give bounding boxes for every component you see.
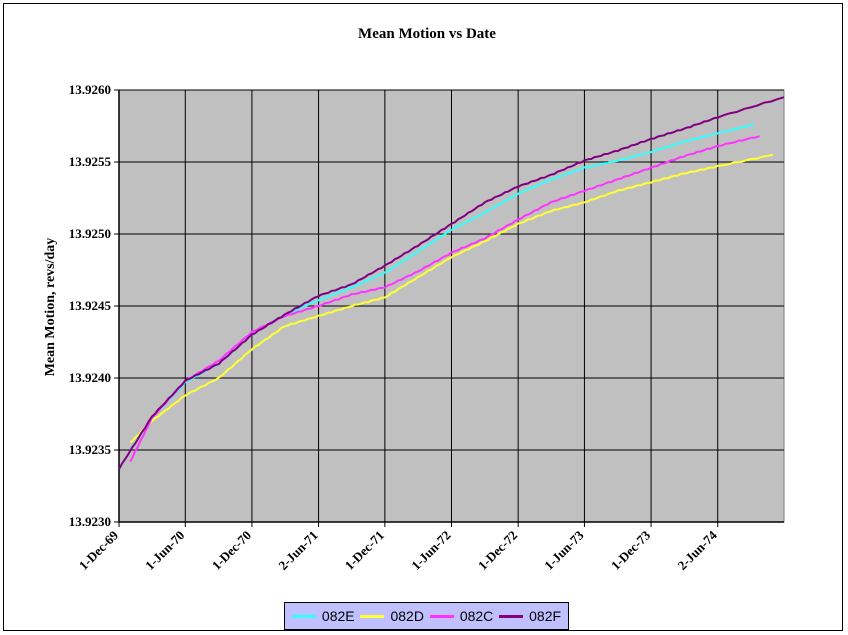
y-tick-label: 13.9235 [69, 442, 112, 457]
legend-swatch [429, 614, 454, 618]
x-tick-label: 1-Dec-71 [342, 528, 387, 573]
y-tick-label: 13.9245 [69, 298, 112, 313]
series-line-082D [129, 153, 774, 444]
y-tick-label: 13.9230 [69, 514, 111, 529]
legend-swatch [291, 614, 316, 618]
x-tick-label: 1-Jun-72 [408, 528, 453, 573]
y-tick-label: 13.9250 [69, 226, 111, 241]
x-tick-label: 1-Dec-70 [209, 528, 254, 573]
x-tick-label: 2-Jun-74 [674, 527, 720, 573]
series-line-082C [129, 135, 760, 463]
legend-item-082C: 082C [429, 608, 494, 624]
legend-label: 082C [459, 608, 494, 624]
series-line-082F [118, 96, 785, 470]
chart-title: Mean Motion vs Date [358, 26, 496, 42]
legend-item-082F: 082F [499, 608, 561, 624]
y-tick-label: 13.9240 [69, 370, 111, 385]
x-tick-label: 2-Jun-71 [275, 528, 320, 573]
x-tick-label: 1-Jun-70 [142, 528, 187, 573]
legend-item-082D: 082D [360, 608, 424, 624]
legend-swatch [360, 614, 385, 618]
chart-svg: Mean Motion vs Date 13.9230 13.9235 13.924… [43, 26, 785, 573]
x-tick-label: 1-Dec-72 [475, 528, 520, 573]
chart-frame: Mean Motion vs Date 13.9230 13.9235 13.924… [3, 3, 843, 631]
x-tick-label: 1-Dec-69 [76, 527, 122, 573]
plot-area: 13.9230 13.9235 13.9240 13.9245 13.9250 13.92… [69, 82, 785, 573]
y-tick-label: 13.9260 [69, 82, 111, 97]
y-tick-label: 13.9255 [69, 154, 112, 169]
legend-label: 082D [390, 608, 424, 624]
legend-item-082E: 082E [291, 608, 355, 624]
legend: 082E 082D 082C 082F [284, 602, 569, 630]
x-tick-label: 1-Jun-73 [541, 527, 587, 573]
legend-label: 082F [529, 608, 562, 624]
x-tick-label: 1-Dec-73 [608, 527, 654, 573]
y-axis-label: Mean Motion, revs/day [43, 238, 58, 377]
legend-label: 082E [321, 608, 355, 624]
legend-swatch [499, 614, 524, 618]
